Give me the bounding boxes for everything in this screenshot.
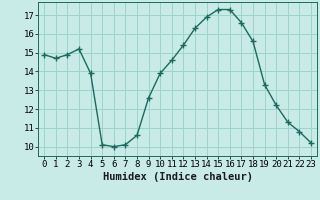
- X-axis label: Humidex (Indice chaleur): Humidex (Indice chaleur): [103, 172, 252, 182]
